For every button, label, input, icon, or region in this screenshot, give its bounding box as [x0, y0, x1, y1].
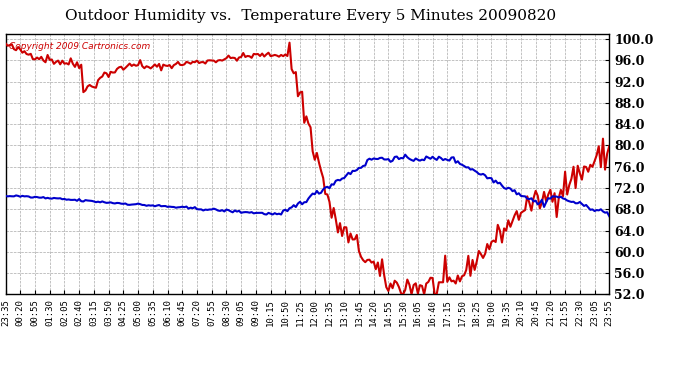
Text: Copyright 2009 Cartronics.com: Copyright 2009 Cartronics.com [8, 42, 150, 51]
Text: Outdoor Humidity vs.  Temperature Every 5 Minutes 20090820: Outdoor Humidity vs. Temperature Every 5… [65, 9, 556, 23]
